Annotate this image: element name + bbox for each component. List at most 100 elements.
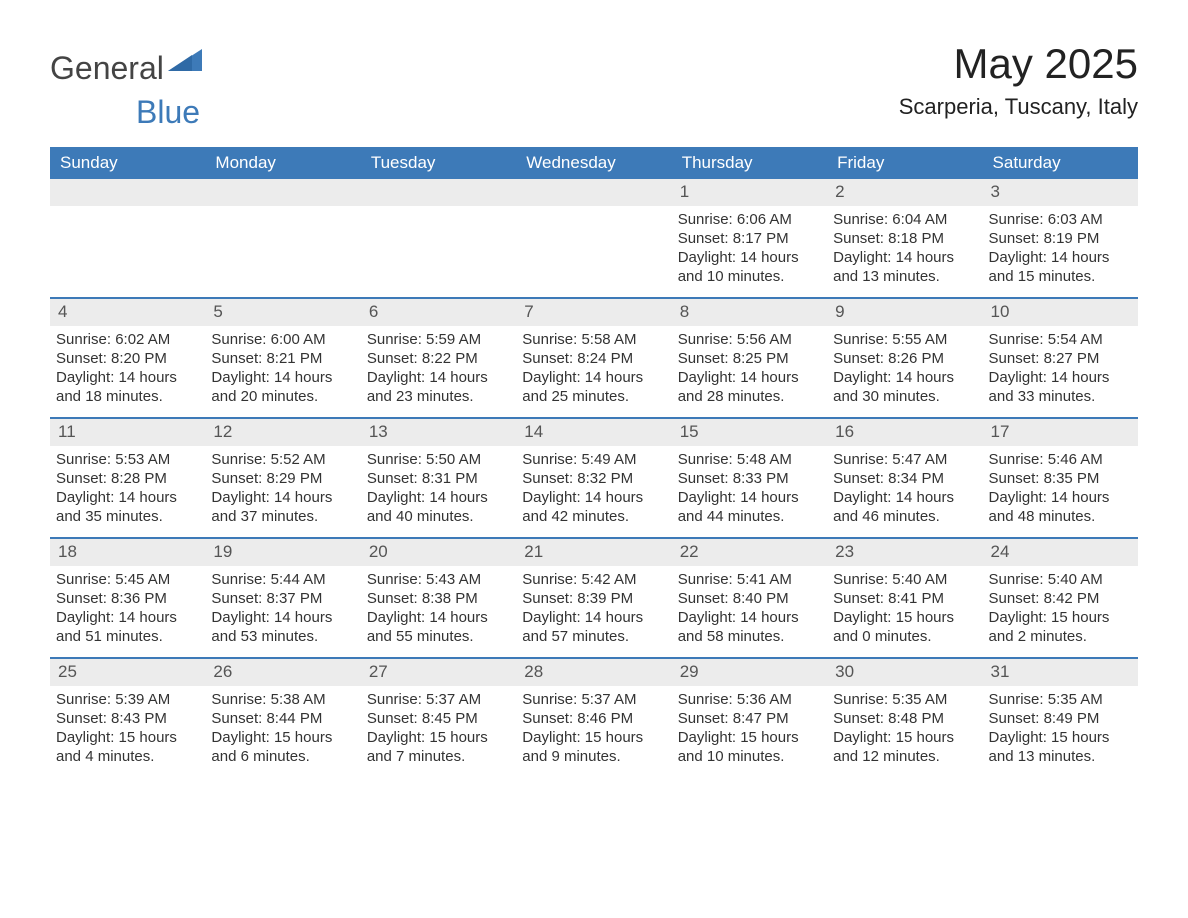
daylight-line: Daylight: 14 hours and 58 minutes. (678, 608, 821, 646)
day-cell: 16Sunrise: 5:47 AMSunset: 8:34 PMDayligh… (827, 419, 982, 537)
day-number: 6 (361, 299, 516, 326)
sunset-line: Sunset: 8:45 PM (367, 709, 510, 728)
month-title: May 2025 (899, 40, 1138, 88)
day-cell: 2Sunrise: 6:04 AMSunset: 8:18 PMDaylight… (827, 179, 982, 297)
sunset-line: Sunset: 8:26 PM (833, 349, 976, 368)
sunrise-line: Sunrise: 5:59 AM (367, 330, 510, 349)
logo-text-general: General (50, 50, 164, 87)
sunset-line: Sunset: 8:19 PM (989, 229, 1132, 248)
daylight-line: Daylight: 15 hours and 12 minutes. (833, 728, 976, 766)
day-body: Sunrise: 5:50 AMSunset: 8:31 PMDaylight:… (361, 446, 516, 533)
sunrise-line: Sunrise: 5:44 AM (211, 570, 354, 589)
day-body: Sunrise: 5:46 AMSunset: 8:35 PMDaylight:… (983, 446, 1138, 533)
dow-monday: Monday (205, 147, 360, 179)
sunrise-line: Sunrise: 5:38 AM (211, 690, 354, 709)
week-row: 1Sunrise: 6:06 AMSunset: 8:17 PMDaylight… (50, 179, 1138, 297)
daylight-line: Daylight: 14 hours and 35 minutes. (56, 488, 199, 526)
day-number: 17 (983, 419, 1138, 446)
daylight-line: Daylight: 14 hours and 48 minutes. (989, 488, 1132, 526)
day-body: Sunrise: 5:40 AMSunset: 8:41 PMDaylight:… (827, 566, 982, 653)
sunrise-line: Sunrise: 6:03 AM (989, 210, 1132, 229)
sunrise-line: Sunrise: 6:06 AM (678, 210, 821, 229)
day-body: Sunrise: 5:47 AMSunset: 8:34 PMDaylight:… (827, 446, 982, 533)
day-cell: 29Sunrise: 5:36 AMSunset: 8:47 PMDayligh… (672, 659, 827, 777)
sunrise-line: Sunrise: 5:58 AM (522, 330, 665, 349)
day-cell: 22Sunrise: 5:41 AMSunset: 8:40 PMDayligh… (672, 539, 827, 657)
sunrise-line: Sunrise: 6:00 AM (211, 330, 354, 349)
sunrise-line: Sunrise: 5:37 AM (367, 690, 510, 709)
daylight-line: Daylight: 14 hours and 30 minutes. (833, 368, 976, 406)
dow-friday: Friday (827, 147, 982, 179)
logo-text-blue: Blue (136, 94, 1188, 131)
day-number: 31 (983, 659, 1138, 686)
sunset-line: Sunset: 8:32 PM (522, 469, 665, 488)
day-cell: 4Sunrise: 6:02 AMSunset: 8:20 PMDaylight… (50, 299, 205, 417)
day-number: 15 (672, 419, 827, 446)
dow-wednesday: Wednesday (516, 147, 671, 179)
sunset-line: Sunset: 8:27 PM (989, 349, 1132, 368)
day-cell: 15Sunrise: 5:48 AMSunset: 8:33 PMDayligh… (672, 419, 827, 537)
dow-saturday: Saturday (983, 147, 1138, 179)
sunset-line: Sunset: 8:25 PM (678, 349, 821, 368)
sunrise-line: Sunrise: 5:41 AM (678, 570, 821, 589)
daylight-line: Daylight: 14 hours and 55 minutes. (367, 608, 510, 646)
day-number: 18 (50, 539, 205, 566)
sunset-line: Sunset: 8:20 PM (56, 349, 199, 368)
day-body: Sunrise: 6:00 AMSunset: 8:21 PMDaylight:… (205, 326, 360, 413)
day-cell: 26Sunrise: 5:38 AMSunset: 8:44 PMDayligh… (205, 659, 360, 777)
day-cell: 13Sunrise: 5:50 AMSunset: 8:31 PMDayligh… (361, 419, 516, 537)
day-number: 23 (827, 539, 982, 566)
day-number: 13 (361, 419, 516, 446)
day-body: Sunrise: 6:02 AMSunset: 8:20 PMDaylight:… (50, 326, 205, 413)
day-body: Sunrise: 6:04 AMSunset: 8:18 PMDaylight:… (827, 206, 982, 293)
day-body: Sunrise: 5:36 AMSunset: 8:47 PMDaylight:… (672, 686, 827, 773)
sunset-line: Sunset: 8:17 PM (678, 229, 821, 248)
daylight-line: Daylight: 15 hours and 7 minutes. (367, 728, 510, 766)
sunset-line: Sunset: 8:39 PM (522, 589, 665, 608)
day-number (205, 179, 360, 206)
dow-sunday: Sunday (50, 147, 205, 179)
day-body: Sunrise: 6:06 AMSunset: 8:17 PMDaylight:… (672, 206, 827, 293)
sunset-line: Sunset: 8:22 PM (367, 349, 510, 368)
sunset-line: Sunset: 8:21 PM (211, 349, 354, 368)
day-number: 9 (827, 299, 982, 326)
day-body: Sunrise: 5:37 AMSunset: 8:46 PMDaylight:… (516, 686, 671, 773)
sunset-line: Sunset: 8:24 PM (522, 349, 665, 368)
sunrise-line: Sunrise: 6:04 AM (833, 210, 976, 229)
day-cell: 11Sunrise: 5:53 AMSunset: 8:28 PMDayligh… (50, 419, 205, 537)
day-body: Sunrise: 5:35 AMSunset: 8:49 PMDaylight:… (983, 686, 1138, 773)
daylight-line: Daylight: 14 hours and 25 minutes. (522, 368, 665, 406)
day-body: Sunrise: 5:56 AMSunset: 8:25 PMDaylight:… (672, 326, 827, 413)
daylight-line: Daylight: 15 hours and 9 minutes. (522, 728, 665, 766)
daylight-line: Daylight: 14 hours and 51 minutes. (56, 608, 199, 646)
daylight-line: Daylight: 14 hours and 23 minutes. (367, 368, 510, 406)
day-body (516, 206, 671, 266)
day-cell: 17Sunrise: 5:46 AMSunset: 8:35 PMDayligh… (983, 419, 1138, 537)
day-number: 29 (672, 659, 827, 686)
sunrise-line: Sunrise: 5:45 AM (56, 570, 199, 589)
day-number: 7 (516, 299, 671, 326)
sunrise-line: Sunrise: 5:40 AM (989, 570, 1132, 589)
day-cell: 3Sunrise: 6:03 AMSunset: 8:19 PMDaylight… (983, 179, 1138, 297)
day-cell: 25Sunrise: 5:39 AMSunset: 8:43 PMDayligh… (50, 659, 205, 777)
sunset-line: Sunset: 8:48 PM (833, 709, 976, 728)
day-cell: 21Sunrise: 5:42 AMSunset: 8:39 PMDayligh… (516, 539, 671, 657)
day-body: Sunrise: 5:48 AMSunset: 8:33 PMDaylight:… (672, 446, 827, 533)
daylight-line: Daylight: 14 hours and 53 minutes. (211, 608, 354, 646)
day-body: Sunrise: 5:41 AMSunset: 8:40 PMDaylight:… (672, 566, 827, 653)
day-number: 25 (50, 659, 205, 686)
sunset-line: Sunset: 8:37 PM (211, 589, 354, 608)
day-number: 20 (361, 539, 516, 566)
daylight-line: Daylight: 15 hours and 10 minutes. (678, 728, 821, 766)
daylight-line: Daylight: 14 hours and 44 minutes. (678, 488, 821, 526)
day-number: 21 (516, 539, 671, 566)
sunrise-line: Sunrise: 5:42 AM (522, 570, 665, 589)
day-cell: 9Sunrise: 5:55 AMSunset: 8:26 PMDaylight… (827, 299, 982, 417)
day-number: 19 (205, 539, 360, 566)
day-cell (516, 179, 671, 297)
daylight-line: Daylight: 15 hours and 2 minutes. (989, 608, 1132, 646)
sunrise-line: Sunrise: 5:39 AM (56, 690, 199, 709)
day-body: Sunrise: 5:49 AMSunset: 8:32 PMDaylight:… (516, 446, 671, 533)
sunset-line: Sunset: 8:49 PM (989, 709, 1132, 728)
sunrise-line: Sunrise: 5:37 AM (522, 690, 665, 709)
